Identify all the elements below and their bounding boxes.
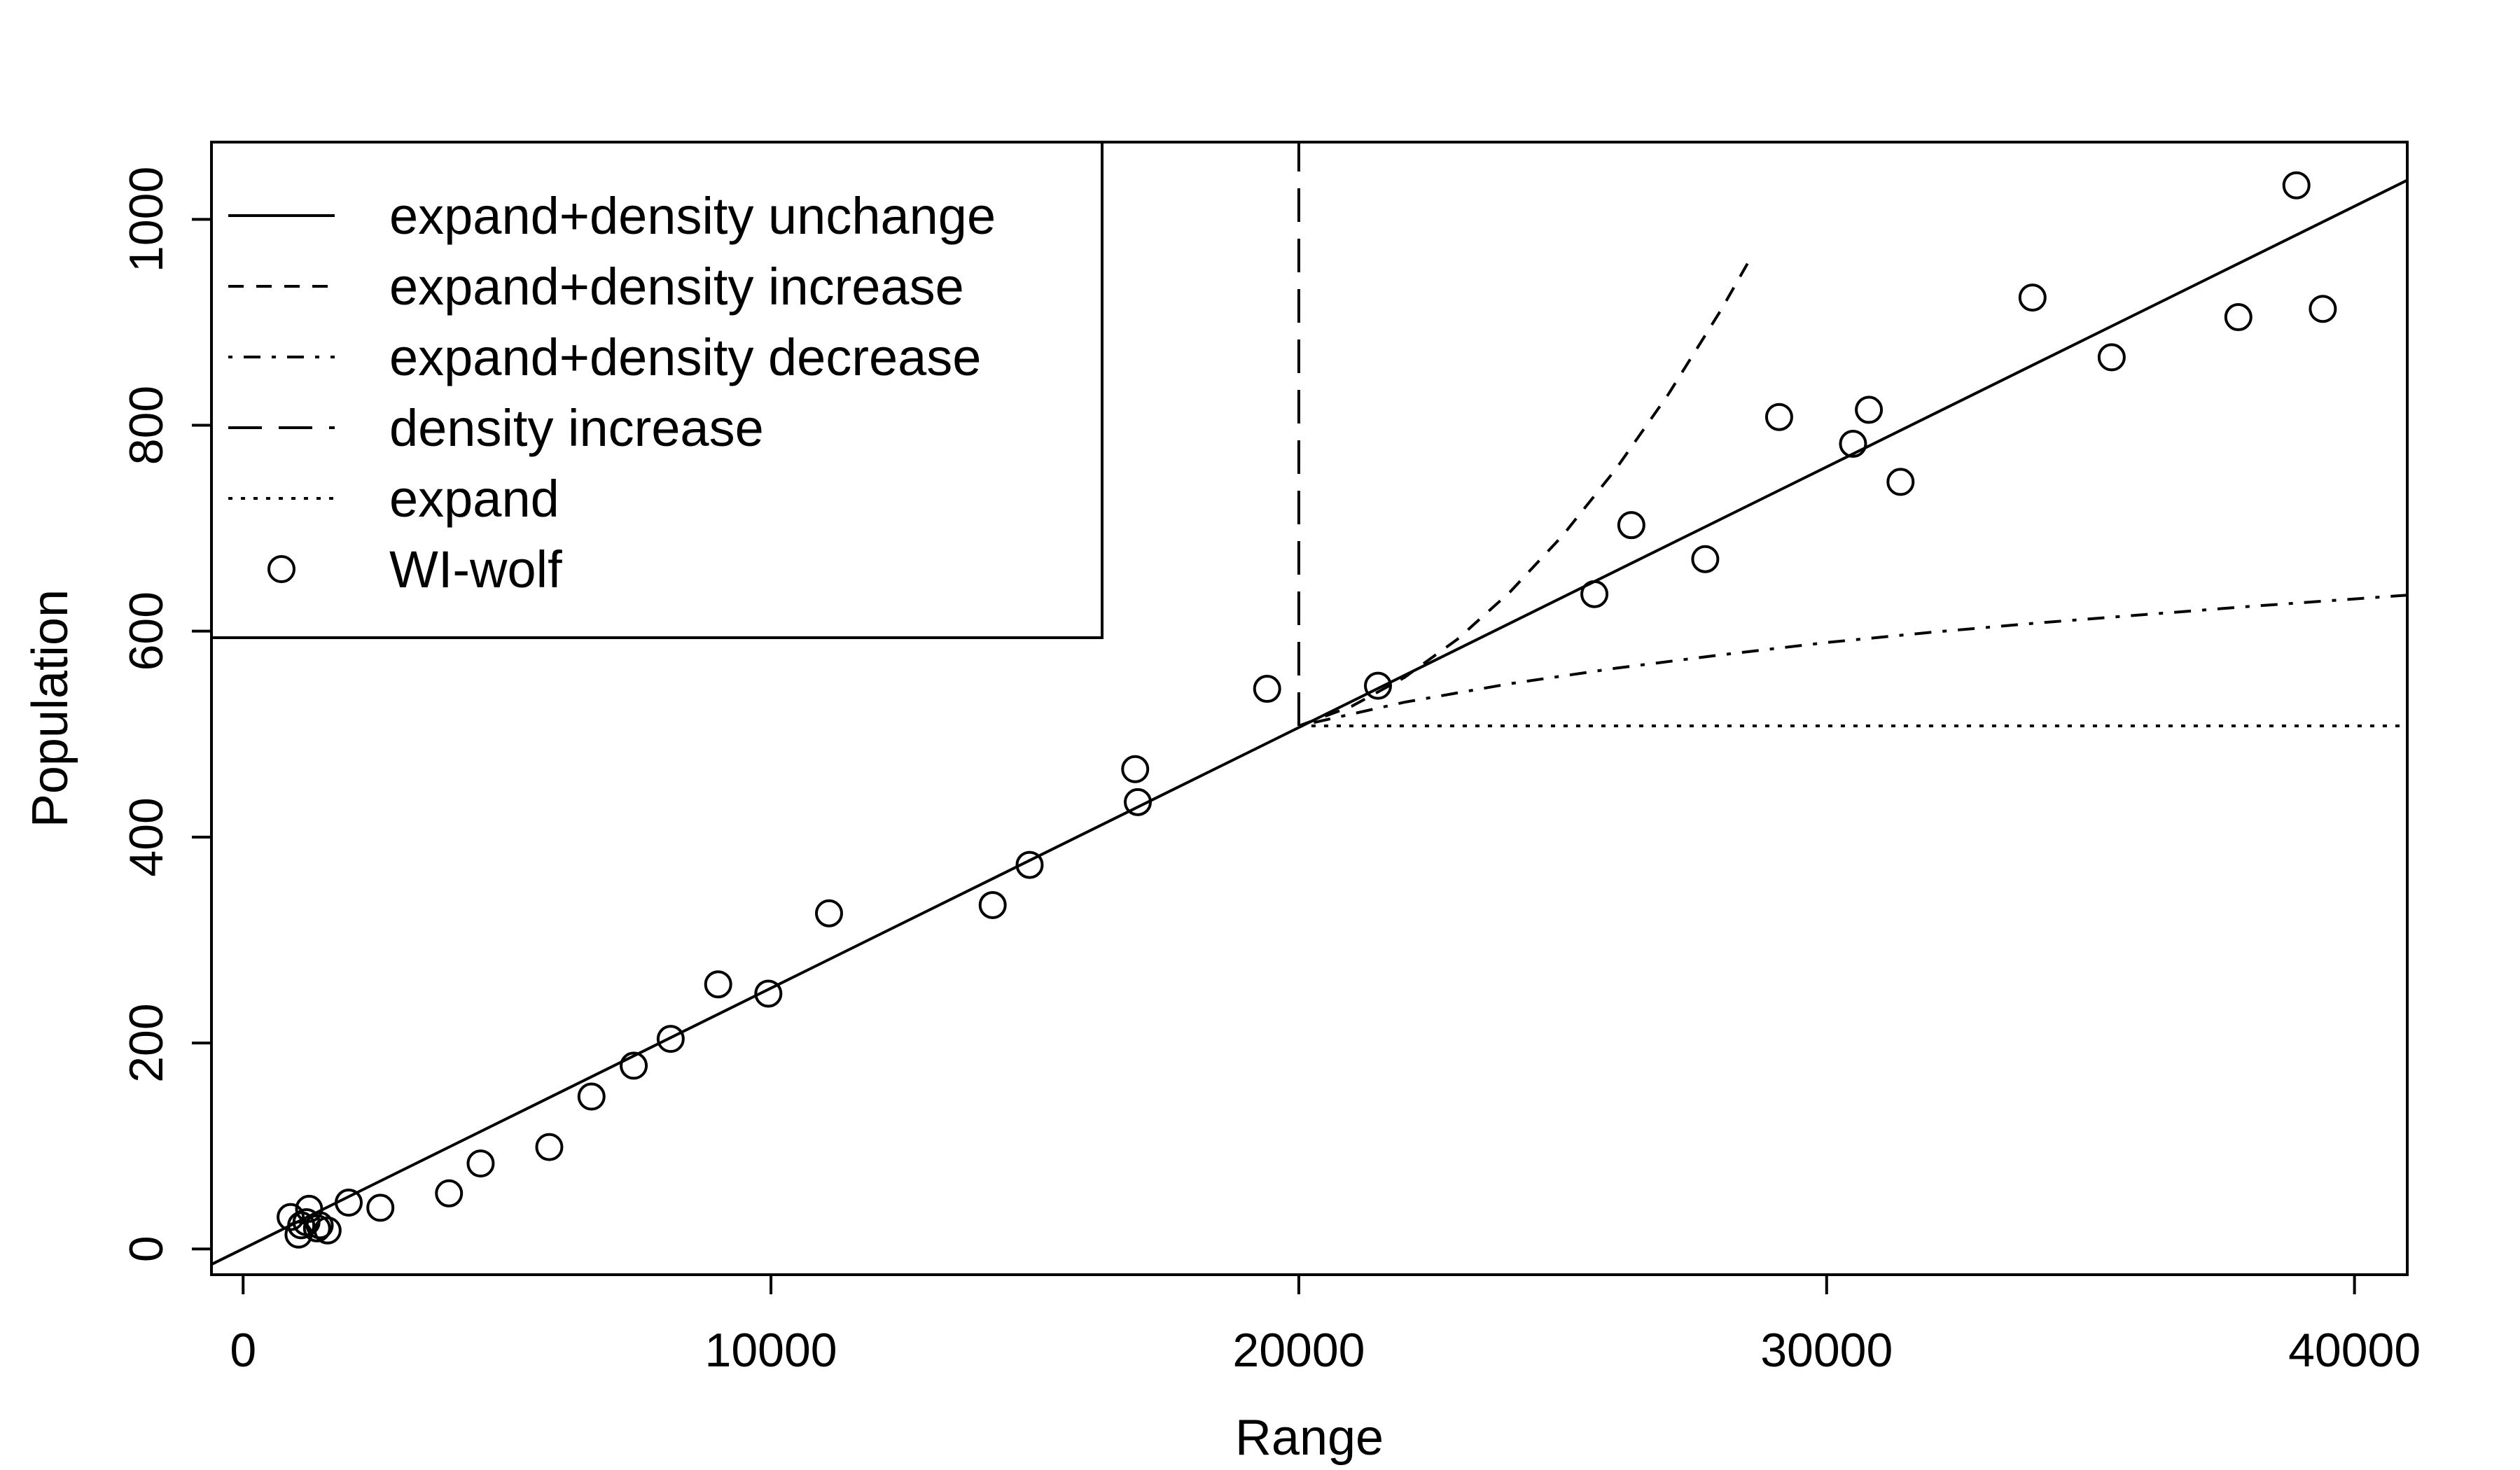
data-point <box>704 970 732 999</box>
data-point <box>2309 295 2337 323</box>
legend-symbol <box>267 555 295 583</box>
data-point <box>302 1214 331 1242</box>
data-point <box>335 1189 363 1217</box>
y-tick-label: 400 <box>120 797 173 876</box>
data-point <box>1121 755 1150 783</box>
legend-label: expand+density unchange <box>389 187 996 245</box>
legend-label: density increase <box>389 399 764 457</box>
data-point <box>366 1194 395 1222</box>
legend-label: WI-wolf <box>389 540 562 598</box>
x-tick-label: 20000 <box>1232 1324 1365 1377</box>
x-tick-label: 30000 <box>1760 1324 1893 1377</box>
data-point <box>1886 468 1915 496</box>
data-point <box>1015 850 1044 879</box>
x-axis-label: Range <box>1235 1410 1384 1466</box>
data-point <box>287 1211 316 1240</box>
data-point <box>978 890 1007 919</box>
data-point <box>1855 396 1884 424</box>
y-tick-label: 600 <box>120 592 173 671</box>
y-axis: 0 200 400 600 800 1000 <box>120 167 213 1262</box>
y-tick-label: 0 <box>120 1236 173 1262</box>
series-line-dotdash <box>1298 594 2407 727</box>
y-tick-label: 200 <box>120 1003 173 1082</box>
data-point <box>815 899 843 927</box>
data-point <box>435 1179 464 1208</box>
series-line-dashed <box>1298 262 1749 727</box>
y-tick-label: 1000 <box>120 167 173 272</box>
data-point <box>1691 545 1720 573</box>
data-point <box>2097 343 2126 372</box>
data-point <box>1764 402 1793 431</box>
data-point <box>754 979 783 1008</box>
y-axis-label: Population <box>22 589 78 827</box>
data-point <box>1580 580 1609 608</box>
data-point <box>305 1211 334 1240</box>
legend: expand+density unchange expand+density in… <box>210 141 1104 639</box>
x-tick-label: 0 <box>230 1324 256 1377</box>
data-point <box>535 1133 564 1161</box>
data-point <box>1839 429 1867 458</box>
legend-label: expand <box>389 470 559 528</box>
data-point <box>313 1216 342 1245</box>
points-layer <box>277 171 2337 1249</box>
data-point <box>1253 675 1281 704</box>
legend-label: expand+density increase <box>389 258 964 316</box>
data-point <box>656 1025 685 1054</box>
y-tick-label: 800 <box>120 386 173 465</box>
data-point <box>2018 284 2047 312</box>
x-tick-label: 40000 <box>2288 1324 2421 1377</box>
data-point <box>620 1051 648 1080</box>
data-point <box>1617 511 1645 540</box>
data-point <box>466 1149 495 1178</box>
series-layer <box>211 142 2407 1266</box>
data-point <box>2224 303 2253 332</box>
legend-label: expand+density decrease <box>389 328 981 386</box>
data-point <box>577 1082 606 1111</box>
data-point <box>1124 788 1152 816</box>
x-axis: 0 10000 20000 30000 40000 <box>230 1273 2421 1377</box>
x-tick-label: 10000 <box>705 1324 837 1377</box>
data-point <box>2282 171 2311 200</box>
legend-box <box>210 141 1104 639</box>
data-point <box>1364 671 1392 700</box>
